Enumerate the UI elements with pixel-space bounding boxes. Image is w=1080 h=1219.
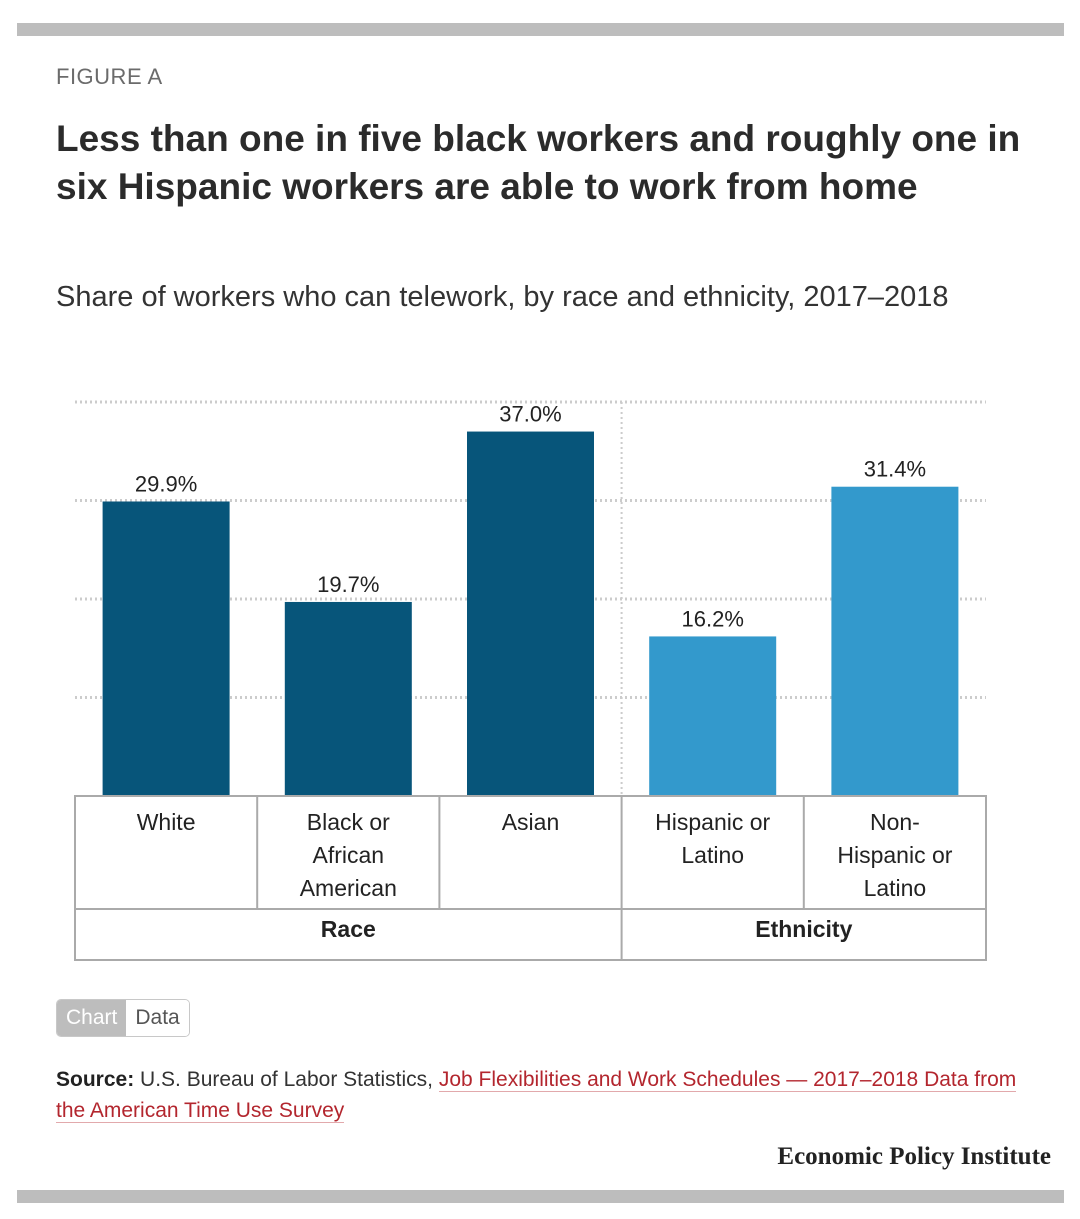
data-label: 16.2%	[682, 606, 744, 631]
bar	[831, 486, 959, 796]
source-note: Source: U.S. Bureau of Labor Statistics,…	[56, 1064, 1026, 1126]
bar	[467, 431, 594, 796]
data-label: 37.0%	[499, 402, 561, 427]
source-prefix: Source:	[56, 1068, 135, 1091]
category-label: Black or African American	[300, 809, 397, 901]
group-label: Race	[321, 916, 376, 942]
category-label: Non-Hispanic or Latino	[837, 809, 952, 901]
bar	[102, 501, 230, 796]
source-text: U.S. Bureau of Labor Statistics,	[134, 1068, 439, 1091]
axis-table-border	[74, 795, 987, 961]
category-label: Hispanic or Latino	[655, 809, 770, 868]
bar	[284, 601, 412, 796]
chart-subtitle: Share of workers who can telework, by ra…	[56, 281, 949, 313]
chart-tab[interactable]: Chart	[57, 1000, 127, 1036]
category-label: White	[137, 809, 196, 835]
group-label: Ethnicity	[755, 916, 852, 942]
data-label: 19.7%	[317, 572, 379, 597]
category-label: Asian	[502, 809, 560, 835]
chart-data-toggle[interactable]: Chart Data	[56, 999, 190, 1037]
bottom-rule	[17, 1190, 1064, 1203]
data-label: 31.4%	[864, 457, 926, 482]
source-link[interactable]: Job Flexibilities and Work Schedules — 2…	[56, 1068, 1017, 1123]
bar	[649, 636, 777, 796]
data-label: 29.9%	[135, 471, 197, 496]
top-rule	[17, 23, 1064, 36]
chart-title: Less than one in five black workers and …	[56, 118, 1021, 207]
figure-label: FIGURE A	[56, 64, 163, 89]
data-tab[interactable]: Data	[126, 1000, 189, 1036]
publisher-logo: Economic Policy Institute	[777, 1143, 1051, 1170]
